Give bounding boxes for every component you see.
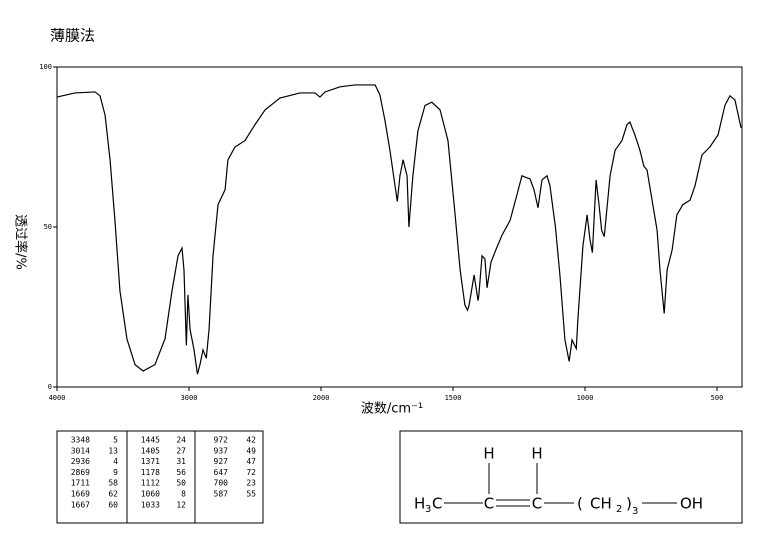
wavenumber: 1178 bbox=[141, 468, 160, 477]
bracket: ( bbox=[577, 495, 583, 513]
wavenumber: 3014 bbox=[71, 446, 90, 455]
x-tick-label: 2000 bbox=[313, 394, 330, 402]
transmittance: 50 bbox=[176, 479, 186, 488]
transmittance: 56 bbox=[176, 468, 186, 477]
transmittance: 72 bbox=[246, 468, 256, 477]
subscript: 2 bbox=[616, 504, 622, 515]
wavenumber: 2869 bbox=[71, 468, 90, 477]
wavenumber: 1371 bbox=[141, 457, 160, 466]
transmittance: 27 bbox=[176, 446, 186, 455]
transmittance: 55 bbox=[246, 490, 256, 499]
x-tick-label: 1500 bbox=[445, 394, 462, 402]
y-tick-label: 50 bbox=[44, 223, 52, 231]
transmittance: 8 bbox=[181, 490, 186, 499]
wavenumber: 1711 bbox=[71, 479, 90, 488]
transmittance: 49 bbox=[246, 446, 256, 455]
wavenumber: 1669 bbox=[71, 490, 90, 499]
wavenumber: 1033 bbox=[141, 500, 160, 509]
transmittance: 47 bbox=[246, 457, 256, 466]
transmittance: 58 bbox=[108, 479, 118, 488]
bracket: ) bbox=[626, 495, 632, 513]
wavenumber: 647 bbox=[214, 468, 229, 477]
atom: C bbox=[432, 495, 442, 513]
wavenumber: 972 bbox=[214, 436, 229, 445]
wavenumber: 927 bbox=[214, 457, 229, 466]
atom: CH bbox=[590, 495, 612, 513]
wavenumber: 937 bbox=[214, 446, 229, 455]
transmittance: 24 bbox=[176, 436, 186, 445]
y-tick-label: 0 bbox=[48, 383, 52, 391]
transmittance: 23 bbox=[246, 479, 256, 488]
wavenumber: 1445 bbox=[141, 436, 160, 445]
x-tick-label: 3000 bbox=[181, 394, 198, 402]
structure-frame bbox=[399, 430, 743, 524]
atom: H bbox=[414, 495, 425, 513]
wavenumber: 1060 bbox=[141, 490, 160, 499]
wavenumber: 700 bbox=[214, 479, 229, 488]
atom: H bbox=[483, 445, 494, 463]
structure: H H H 3 C C C ( CH 2 ) 3 OH bbox=[414, 445, 703, 518]
atom: OH bbox=[680, 495, 703, 513]
subscript: 3 bbox=[632, 506, 638, 517]
transmittance: 31 bbox=[176, 457, 186, 466]
wavenumber: 587 bbox=[214, 490, 229, 499]
wavenumber: 3348 bbox=[71, 436, 90, 445]
x-tick-label: 1000 bbox=[577, 394, 594, 402]
subscript: 3 bbox=[425, 504, 431, 515]
spectrum-line bbox=[56, 84, 742, 375]
transmittance: 9 bbox=[113, 468, 118, 477]
x-tick-label: 500 bbox=[711, 394, 724, 402]
atom: H bbox=[531, 445, 542, 463]
transmittance: 62 bbox=[108, 490, 118, 499]
transmittance: 60 bbox=[108, 500, 118, 509]
transmittance: 4 bbox=[113, 457, 118, 466]
x-axis-label: 波数/cm⁻¹ bbox=[361, 402, 423, 417]
x-tick-label: 4000 bbox=[49, 394, 66, 402]
transmittance: 13 bbox=[108, 446, 118, 455]
wavenumber: 1667 bbox=[71, 500, 90, 509]
wavenumber: 1405 bbox=[141, 446, 160, 455]
peak-table: 3348 5 3014 13 2936 4 2869 9 1711 58 1669 62 1667 60 1… bbox=[71, 436, 256, 510]
transmittance: 5 bbox=[113, 436, 118, 445]
wavenumber: 1112 bbox=[141, 479, 160, 488]
transmittance: 12 bbox=[176, 500, 186, 509]
y-tick-label: 100 bbox=[39, 63, 52, 71]
wavenumber: 2936 bbox=[71, 457, 90, 466]
plot-frame bbox=[56, 66, 743, 388]
chart-title: 薄膜法 bbox=[50, 27, 95, 45]
atom: C bbox=[484, 495, 494, 513]
atom: C bbox=[532, 495, 542, 513]
transmittance: 42 bbox=[246, 436, 256, 445]
peak-table-frame bbox=[56, 430, 264, 524]
y-axis-label: 透过率/% bbox=[13, 214, 29, 270]
